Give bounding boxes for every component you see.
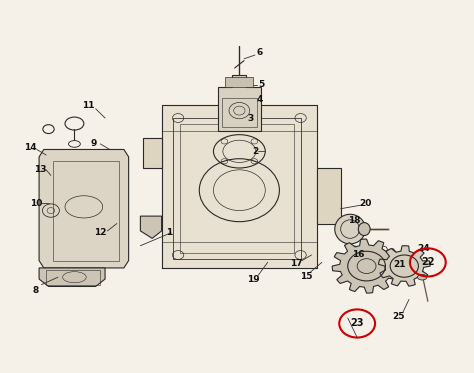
Text: 24: 24 bbox=[417, 244, 429, 253]
Bar bbox=[53, 161, 119, 261]
Text: 12: 12 bbox=[94, 228, 107, 237]
Text: 4: 4 bbox=[256, 95, 263, 104]
Text: 2: 2 bbox=[252, 147, 258, 156]
Polygon shape bbox=[378, 246, 430, 286]
Text: 8: 8 bbox=[33, 286, 39, 295]
Bar bbox=[46, 270, 100, 285]
Bar bbox=[173, 118, 301, 259]
Text: 14: 14 bbox=[24, 143, 37, 152]
Ellipse shape bbox=[335, 214, 365, 244]
Text: 16: 16 bbox=[352, 251, 365, 260]
Bar bbox=[222, 98, 257, 127]
Text: 23: 23 bbox=[350, 319, 364, 329]
Polygon shape bbox=[39, 150, 128, 268]
Text: 13: 13 bbox=[34, 165, 46, 174]
Polygon shape bbox=[39, 268, 105, 286]
Ellipse shape bbox=[418, 275, 427, 280]
Text: 5: 5 bbox=[258, 80, 264, 89]
Polygon shape bbox=[162, 105, 317, 268]
Text: 15: 15 bbox=[301, 272, 313, 280]
Bar bbox=[225, 77, 254, 87]
Text: 25: 25 bbox=[392, 312, 404, 321]
Polygon shape bbox=[140, 216, 162, 238]
Text: 1: 1 bbox=[165, 228, 172, 237]
Polygon shape bbox=[317, 168, 341, 223]
Text: 19: 19 bbox=[247, 275, 260, 284]
Polygon shape bbox=[218, 75, 261, 131]
Ellipse shape bbox=[358, 223, 370, 236]
Text: 3: 3 bbox=[247, 113, 253, 122]
Text: 20: 20 bbox=[359, 199, 371, 208]
Text: 6: 6 bbox=[256, 48, 263, 57]
Bar bbox=[181, 123, 293, 253]
Text: 11: 11 bbox=[82, 101, 95, 110]
Polygon shape bbox=[332, 239, 401, 293]
Polygon shape bbox=[143, 138, 162, 168]
Text: 22: 22 bbox=[421, 257, 435, 267]
Text: 17: 17 bbox=[290, 259, 302, 268]
Text: 18: 18 bbox=[347, 216, 360, 225]
Text: 9: 9 bbox=[90, 140, 97, 148]
Text: 21: 21 bbox=[393, 260, 406, 269]
Text: 10: 10 bbox=[29, 199, 42, 208]
